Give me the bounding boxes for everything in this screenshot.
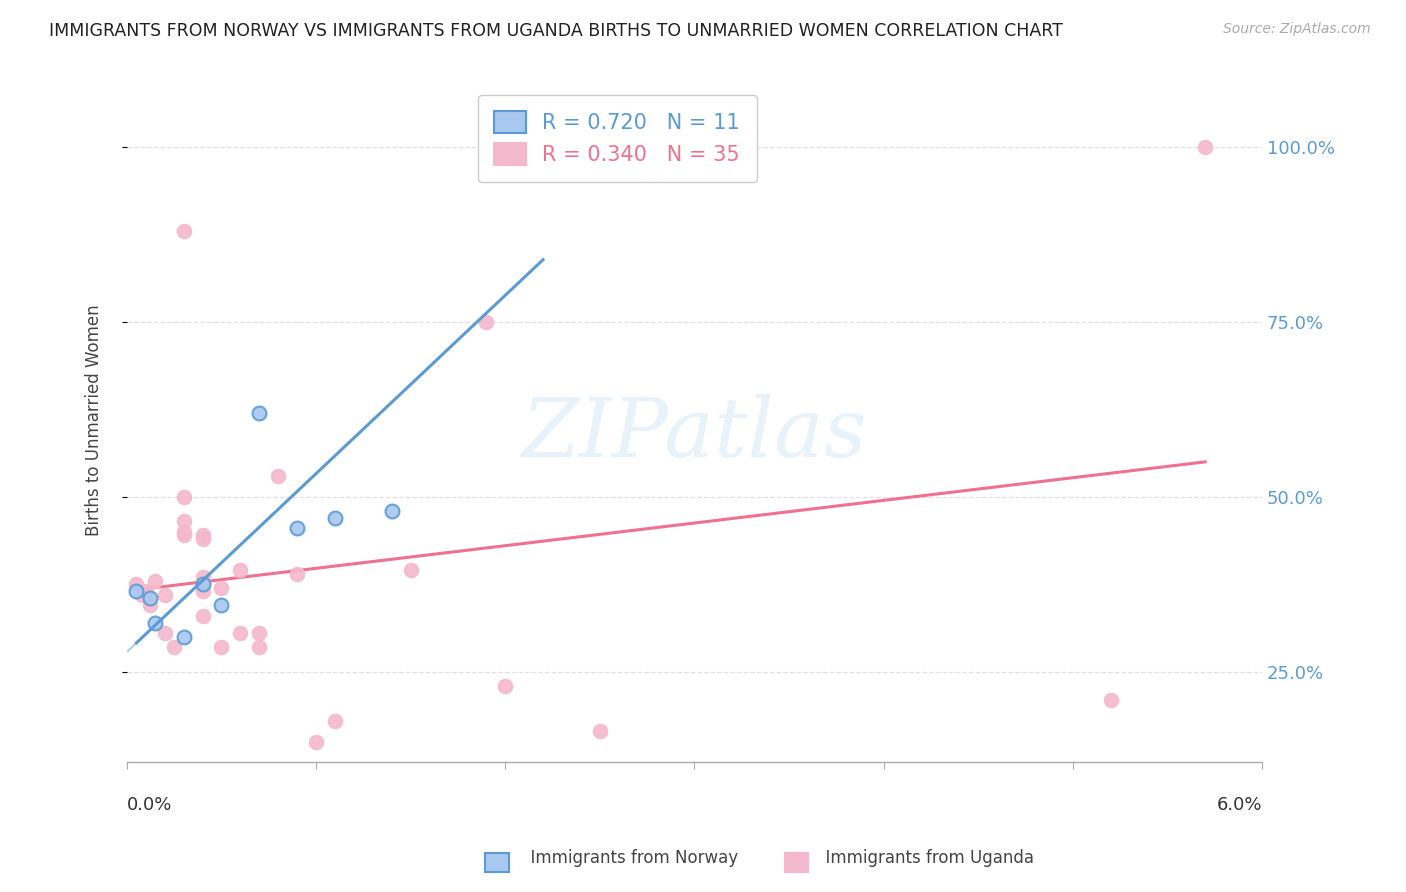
Point <box>163 640 186 654</box>
Point <box>173 528 195 542</box>
Point <box>191 528 214 542</box>
Text: ZIPatlas: ZIPatlas <box>522 393 868 474</box>
Point <box>247 640 270 654</box>
Point <box>138 598 160 612</box>
Point <box>191 577 214 591</box>
Text: IMMIGRANTS FROM NORWAY VS IMMIGRANTS FROM UGANDA BIRTHS TO UNMARRIED WOMEN CORRE: IMMIGRANTS FROM NORWAY VS IMMIGRANTS FRO… <box>49 22 1063 40</box>
Point <box>211 598 233 612</box>
Point <box>589 724 612 739</box>
Text: 0.0%: 0.0% <box>127 797 173 814</box>
Point <box>531 161 554 176</box>
Point <box>399 563 422 577</box>
Point <box>285 566 308 581</box>
Legend: R = 0.720   N = 11, R = 0.340   N = 35: R = 0.720 N = 11, R = 0.340 N = 35 <box>478 95 756 182</box>
Point <box>1194 140 1216 154</box>
Point <box>173 514 195 528</box>
Point <box>323 511 346 525</box>
Point <box>229 626 252 640</box>
Point <box>138 591 160 606</box>
Point <box>173 630 195 644</box>
Point <box>135 584 157 599</box>
Point <box>475 315 498 329</box>
Y-axis label: Births to Unmarried Women: Births to Unmarried Women <box>86 304 103 536</box>
Point <box>267 469 290 483</box>
Point <box>125 584 148 599</box>
Point <box>153 588 176 602</box>
Point <box>153 626 176 640</box>
Point <box>211 640 233 654</box>
Point <box>191 532 214 546</box>
Point <box>305 734 328 748</box>
Point <box>143 615 166 630</box>
Point <box>494 679 516 693</box>
Point <box>285 521 308 535</box>
Point <box>211 581 233 595</box>
Point <box>323 714 346 728</box>
Point <box>247 626 270 640</box>
Text: Immigrants from Norway: Immigrants from Norway <box>520 849 738 867</box>
Point <box>191 608 214 623</box>
Point <box>173 224 195 238</box>
Point <box>191 577 214 591</box>
Point <box>191 570 214 584</box>
Point <box>173 490 195 504</box>
Point <box>125 577 148 591</box>
Point <box>173 524 195 539</box>
Point <box>143 574 166 588</box>
Point <box>131 588 153 602</box>
Point <box>191 584 214 599</box>
Point <box>381 504 404 518</box>
Point <box>247 406 270 420</box>
Point <box>229 563 252 577</box>
Text: Source: ZipAtlas.com: Source: ZipAtlas.com <box>1223 22 1371 37</box>
Text: Immigrants from Uganda: Immigrants from Uganda <box>815 849 1035 867</box>
Text: 6.0%: 6.0% <box>1216 797 1263 814</box>
Point <box>1099 692 1122 706</box>
